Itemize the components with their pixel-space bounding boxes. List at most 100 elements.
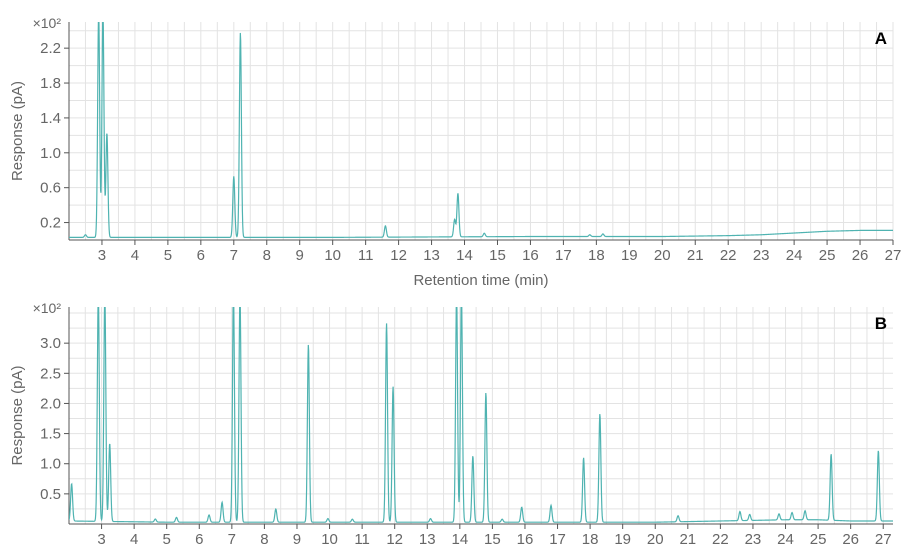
peak-point — [749, 514, 750, 515]
chart-panel-b: 3 4 5 6 7 8 9 10 11 12 13 14 15 16 17 18 19 20 21 22 23 24 25 2… — [9, 300, 893, 548]
x-tick-label: 26 — [842, 531, 859, 548]
x-tick-label: 16 — [517, 531, 534, 548]
peak-point — [878, 450, 879, 451]
x-tick-label: 14 — [456, 247, 473, 264]
peak-point — [677, 515, 678, 516]
x-tick-label: 25 — [819, 247, 836, 264]
x-tick-label: 18 — [582, 531, 599, 548]
x-tick-label: 17 — [549, 531, 566, 548]
peak-point — [472, 455, 473, 456]
x-tick-label: 10 — [324, 247, 341, 264]
x-tick-label: 23 — [745, 531, 762, 548]
peak-point — [804, 510, 805, 511]
x-tick-label: 18 — [588, 247, 605, 264]
x-axis-label: Retention time (min) — [413, 272, 548, 289]
x-tick-label: 23 — [753, 247, 770, 264]
y-tick-label: 0.6 — [40, 180, 61, 197]
x-tick-label: 26 — [852, 247, 869, 264]
y-tick-label: 3.0 — [40, 335, 61, 352]
y-tick-label: 2.2 — [40, 40, 61, 57]
x-tick-label: 19 — [614, 531, 631, 548]
x-tick-label: 12 — [386, 531, 403, 548]
panel-label: A — [875, 29, 887, 48]
y-tick-label: 1.5 — [40, 426, 61, 443]
chromatogram-trace — [69, 22, 893, 238]
y-multiplier-label: ×10² — [33, 15, 62, 31]
peak-point — [275, 508, 276, 509]
y-tick-label: 1.8 — [40, 75, 61, 92]
peak-point — [589, 234, 590, 235]
x-tick-label: 4 — [131, 247, 139, 264]
peak-point — [155, 518, 156, 519]
y-tick-label: 1.0 — [40, 456, 61, 473]
x-tick-label: 27 — [885, 247, 902, 264]
x-tick-label: 22 — [720, 247, 737, 264]
peak-point — [239, 306, 240, 307]
peak-point — [461, 306, 462, 307]
peak-point — [327, 518, 328, 519]
peak-point — [352, 519, 353, 520]
peak-point — [791, 512, 792, 513]
peak-point — [550, 505, 551, 506]
x-tick-label: 6 — [195, 531, 203, 548]
peak-point — [430, 518, 431, 519]
peak-point — [485, 392, 486, 393]
x-tick-label: 24 — [786, 247, 803, 264]
x-tick-label: 13 — [423, 247, 440, 264]
peak-point — [71, 483, 72, 484]
peak-point — [85, 234, 86, 235]
x-tick-label: 9 — [293, 531, 301, 548]
x-tick-label: 14 — [451, 531, 468, 548]
y-tick-label: 1.4 — [40, 110, 61, 127]
peak-point — [831, 453, 832, 454]
x-tick-label: 19 — [621, 247, 638, 264]
peak-point — [583, 457, 584, 458]
x-tick-label: 7 — [228, 531, 236, 548]
x-tick-label: 7 — [230, 247, 238, 264]
peak-point — [102, 21, 103, 22]
peak-point — [521, 507, 522, 508]
peak-point — [484, 233, 485, 234]
y-tick-label: 0.2 — [40, 215, 61, 232]
x-tick-label: 6 — [197, 247, 205, 264]
peak-point — [104, 306, 105, 307]
x-tick-label: 4 — [130, 531, 138, 548]
chart-panel-a: 3 4 5 6 7 8 9 10 11 12 13 14 15 16 17 18 19 20 21 22 23 24 25 2… — [9, 15, 902, 289]
x-tick-label: 20 — [654, 247, 671, 264]
peak-point — [240, 32, 241, 33]
peak-point — [778, 513, 779, 514]
x-tick-label: 21 — [687, 247, 704, 264]
x-tick-label: 27 — [875, 531, 892, 548]
peak-point — [599, 413, 600, 414]
x-tick-label: 9 — [296, 247, 304, 264]
peak-point — [454, 219, 455, 220]
peak-point — [98, 21, 99, 22]
x-tick-label: 11 — [358, 247, 374, 264]
x-tick-label: 5 — [163, 531, 171, 548]
y-axis-label: Response (pA) — [9, 365, 26, 465]
peak-point — [233, 176, 234, 177]
x-tick-label: 15 — [484, 531, 501, 548]
peak-point — [457, 193, 458, 194]
peak-point — [502, 519, 503, 520]
peak-point — [106, 132, 107, 133]
x-tick-label: 15 — [489, 247, 506, 264]
x-tick-label: 5 — [164, 247, 172, 264]
x-tick-label: 25 — [810, 531, 827, 548]
peak-point — [98, 306, 99, 307]
panel-label: B — [875, 314, 887, 333]
x-tick-label: 17 — [555, 247, 572, 264]
y-tick-label: 0.5 — [40, 486, 61, 503]
x-tick-label: 12 — [390, 247, 407, 264]
x-tick-label: 3 — [98, 247, 106, 264]
x-tick-label: 8 — [263, 247, 271, 264]
y-tick-label: 2.5 — [40, 365, 61, 382]
y-tick-label: 1.0 — [40, 145, 61, 162]
peak-point — [456, 306, 457, 307]
peak-point — [308, 344, 309, 345]
y-tick-label: 2.0 — [40, 395, 61, 412]
y-axis-label: Response (pA) — [9, 81, 26, 181]
x-tick-label: 11 — [354, 531, 370, 548]
